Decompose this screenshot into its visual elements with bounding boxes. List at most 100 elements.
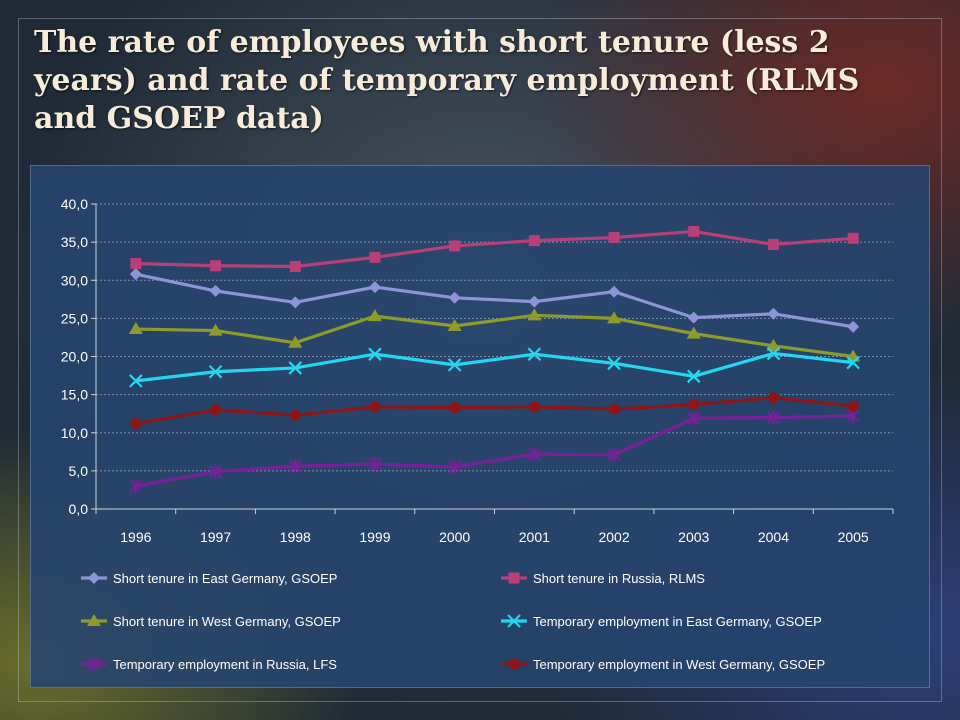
data-point: [527, 447, 542, 462]
slide-frame: [18, 18, 942, 702]
marker-stroke: [368, 347, 382, 361]
data-point: [369, 401, 381, 413]
legend-item: Short tenure in Russia, RLMS: [501, 571, 705, 586]
data-point: [128, 322, 143, 335]
series-line: [135, 414, 854, 488]
y-tick-label: 40,0: [61, 196, 88, 212]
y-tick-label: 20,0: [61, 349, 88, 365]
data-point: [687, 411, 701, 426]
data-point: [288, 335, 303, 348]
x-tick-label: 1996: [120, 529, 151, 545]
legend-item: Temporary employment in West Germany, GS…: [501, 657, 825, 672]
series-6: [130, 392, 859, 430]
marker-stroke: [208, 364, 223, 379]
x-tick-label: 2002: [598, 529, 629, 545]
x-tick-label: 2004: [758, 529, 789, 545]
marker-stroke: [766, 346, 781, 361]
y-tick-label: 25,0: [61, 310, 88, 326]
data-point: [608, 285, 621, 298]
legend-marker: [508, 572, 520, 584]
series-3: [128, 308, 861, 362]
data-point: [447, 460, 462, 475]
data-point: [210, 260, 222, 272]
data-point: [288, 361, 303, 375]
data-point: [766, 410, 781, 425]
data-point: [767, 307, 780, 320]
series-line: [135, 313, 854, 359]
data-point: [447, 319, 462, 331]
x-tick-label: 2000: [439, 529, 470, 545]
data-point: [766, 346, 781, 361]
marker-stroke: [527, 347, 542, 361]
data-point: [847, 400, 859, 412]
data-point: [367, 309, 382, 322]
data-point: [528, 401, 540, 413]
series-line: [135, 272, 854, 329]
data-point: [607, 447, 621, 462]
data-point: [208, 464, 223, 479]
marker-stroke: [507, 614, 521, 628]
y-tick-label: 10,0: [61, 425, 88, 441]
data-point: [368, 457, 382, 472]
legend-marker: [88, 572, 100, 584]
legend-marker: [87, 657, 101, 671]
y-tick-label: 30,0: [61, 272, 88, 288]
data-point: [448, 291, 461, 304]
data-point: [208, 364, 223, 379]
data-point: [369, 251, 381, 263]
data-point: [687, 311, 700, 324]
data-point: [447, 358, 462, 372]
legend-label: Temporary employment in Russia, LFS: [113, 657, 337, 672]
data-point: [766, 338, 781, 351]
data-point: [449, 402, 461, 414]
series-5: [129, 408, 860, 494]
slide-title: The rate of employees with short tenure …: [34, 25, 860, 136]
data-point: [449, 240, 461, 252]
legend-label: Short tenure in Russia, RLMS: [533, 571, 705, 586]
x-tick-label: 1998: [280, 529, 311, 545]
legend-label: Short tenure in East Germany, GSOEP: [113, 571, 337, 586]
legend-label: Temporary employment in West Germany, GS…: [533, 657, 825, 672]
series-lines: [128, 225, 861, 494]
data-point: [527, 308, 542, 321]
legend-item: Temporary employment in Russia, LFS: [81, 657, 337, 672]
y-tick-label: 0,0: [69, 501, 89, 517]
legend-label: Short tenure in West Germany, GSOEP: [113, 614, 341, 629]
data-point: [847, 232, 859, 244]
data-point: [767, 238, 779, 250]
data-point: [289, 296, 302, 309]
legend-item: Short tenure in East Germany, GSOEP: [81, 571, 337, 586]
data-point: [129, 268, 142, 281]
data-point: [129, 479, 143, 494]
series-line: [135, 351, 854, 383]
series-4: [129, 346, 860, 388]
data-point: [767, 392, 779, 404]
legend-marker: [507, 614, 521, 628]
x-tick-label: 2001: [519, 529, 550, 545]
data-point: [209, 284, 222, 297]
y-tick-label: 35,0: [61, 234, 88, 250]
data-point: [130, 257, 142, 269]
data-point: [607, 311, 622, 324]
data-point: [528, 235, 540, 247]
data-point: [608, 232, 620, 244]
data-point: [686, 326, 701, 339]
axes: 0,0 5,0 10,0 15,0 20,0 25,0 30,0 35,0 40,0 1996 19…: [61, 196, 894, 545]
data-point: [688, 225, 700, 237]
legend-item: Short tenure in West Germany, GSOEP: [81, 614, 341, 629]
data-point: [129, 374, 143, 388]
data-point: [289, 261, 301, 273]
data-point: [847, 320, 860, 333]
marker-stroke: [686, 369, 701, 384]
y-tick-label: 5,0: [69, 463, 89, 479]
series-line: [135, 396, 854, 426]
data-point: [130, 418, 142, 430]
legend-item: Temporary employment in East Germany, GS…: [501, 614, 822, 629]
marker-stroke: [447, 358, 462, 372]
x-tick-label: 2005: [838, 529, 869, 545]
data-point: [528, 295, 541, 308]
data-point: [527, 347, 542, 361]
data-point: [210, 404, 222, 416]
data-point: [368, 347, 382, 361]
data-point: [688, 399, 700, 411]
